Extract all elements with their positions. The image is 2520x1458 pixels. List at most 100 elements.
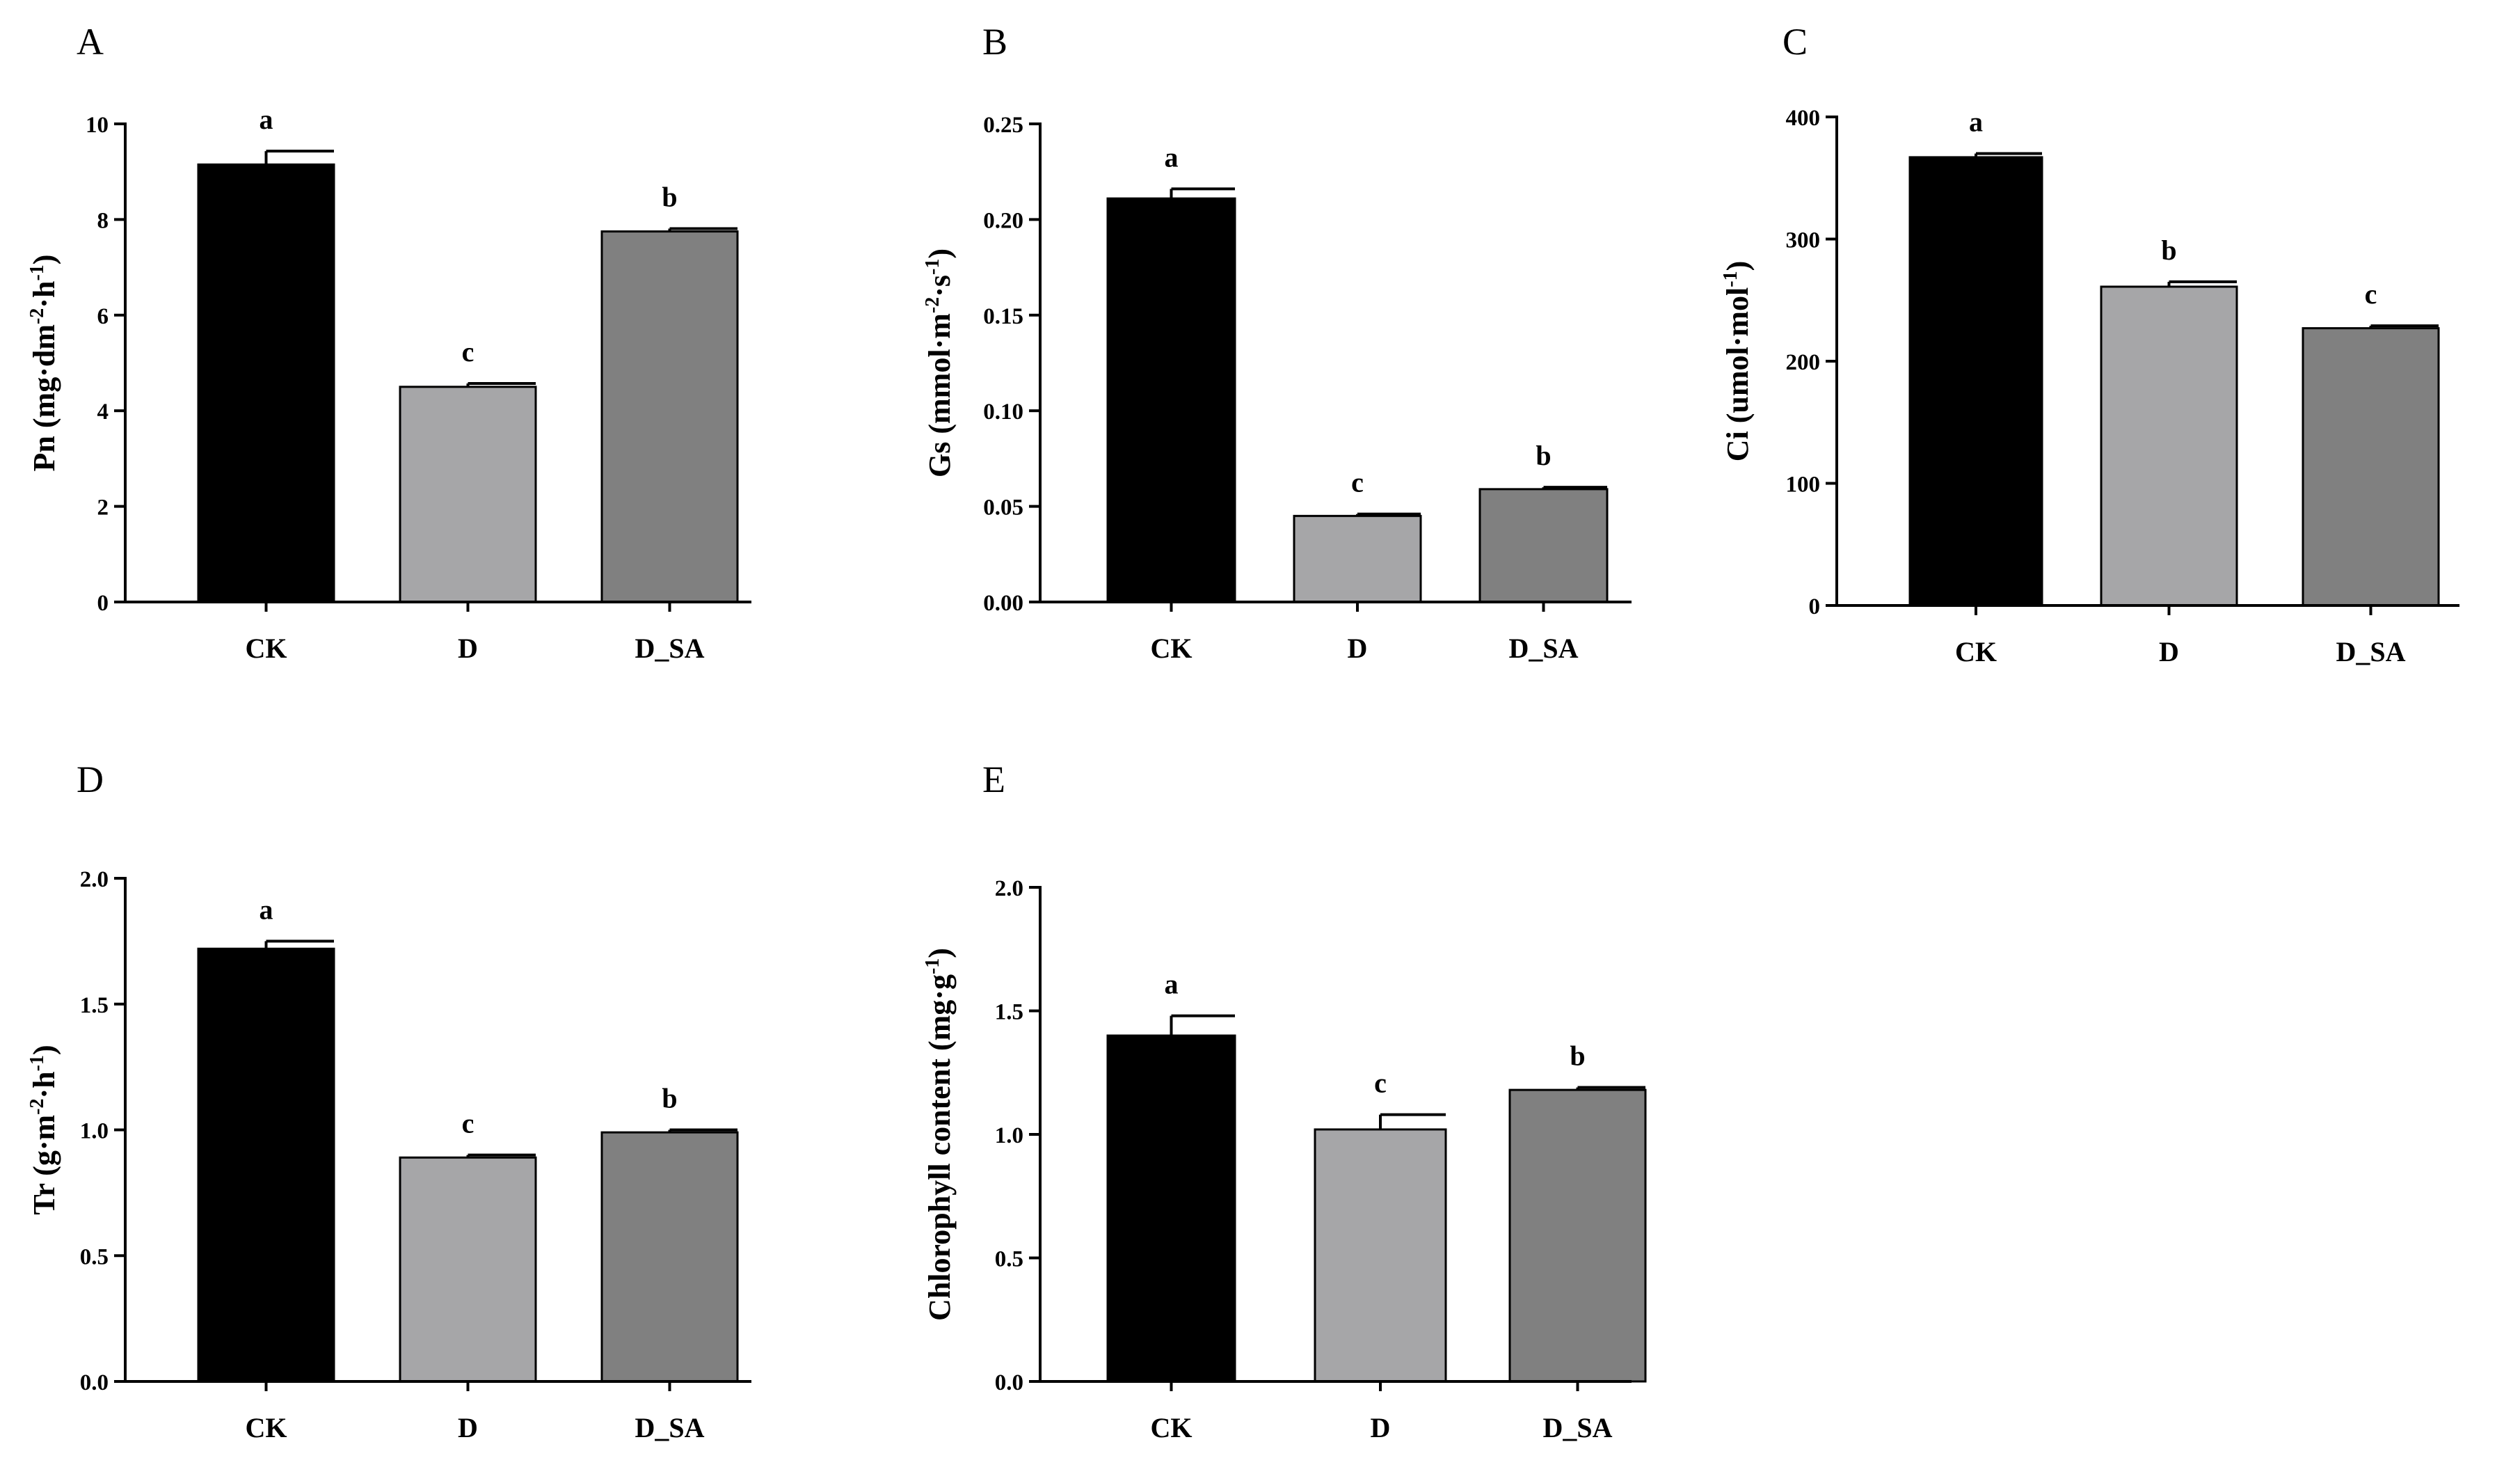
error-bar-b-ck — [1170, 187, 1235, 199]
significance-label-b-d: c — [1351, 467, 1364, 498]
bar-c-ck — [1908, 156, 2043, 607]
bar-a-d-sa — [600, 230, 739, 603]
category-label-d-d-sa: D_SA — [635, 1412, 704, 1443]
y-axis-title-c: Ci (umol·mol-1) — [1720, 261, 1755, 462]
panel-a: Aa CK c Db D_SA 0 2 4 6 8 10 Pn (mg·dm-2·h-1) — [26, 21, 751, 664]
y-tick-label-b: 0.15 — [983, 304, 1023, 329]
bar-b-d — [1293, 514, 1422, 603]
error-bar-a-d-sa — [668, 227, 737, 232]
category-label-c-d: D — [2159, 636, 2179, 667]
y-axis-title-d: Tr (g·m-2·h-1) — [26, 1045, 61, 1214]
y-tick-label-a: 10 — [86, 113, 109, 138]
significance-label-b-ck: a — [1165, 141, 1179, 173]
error-bar-e-d-sa — [1576, 1086, 1645, 1091]
bar-d-d-sa — [600, 1131, 739, 1383]
bar-a-ck — [197, 163, 335, 603]
significance-label-a-d-sa: b — [662, 181, 677, 212]
y-axis-title-e: Chlorophyll content (mg·g-1) — [922, 948, 957, 1321]
error-bar-e-ck — [1170, 1014, 1235, 1036]
category-label-c-ck: CK — [1955, 636, 1997, 667]
y-tick-label-d: 1.5 — [80, 993, 109, 1018]
error-bar-a-ck — [264, 150, 334, 165]
error-bar-b-d-sa — [1542, 486, 1607, 489]
y-tick-label-d: 0.5 — [80, 1244, 109, 1269]
y-tick-label-b: 0.25 — [983, 113, 1023, 138]
bar-c-d-sa — [2302, 327, 2440, 607]
category-label-a-ck: CK — [246, 633, 287, 664]
category-label-d-d: D — [458, 1412, 478, 1443]
significance-label-c-ck: a — [1969, 106, 1983, 138]
category-label-b-ck: CK — [1151, 633, 1193, 664]
category-label-a-d-sa: D_SA — [635, 633, 704, 664]
panel-letter-c: C — [1783, 21, 1808, 63]
y-tick-label-c: 0 — [1809, 594, 1821, 619]
y-tick-label-e: 2.0 — [995, 876, 1023, 901]
category-label-b-d-sa: D_SA — [1508, 633, 1578, 664]
bar-e-d-sa — [1508, 1088, 1647, 1383]
bar-d-ck — [197, 947, 335, 1383]
error-bar-a-d — [466, 382, 536, 387]
y-tick-label-a: 8 — [97, 208, 109, 233]
error-bar-c-d — [2167, 280, 2237, 287]
bar-e-ck — [1106, 1034, 1236, 1383]
panel-letter-b: B — [982, 21, 1007, 63]
y-tick-label-a: 4 — [97, 399, 109, 425]
error-bar-d-ck — [264, 940, 334, 949]
error-bar-c-d-sa — [2369, 324, 2439, 328]
significance-label-d-d: c — [462, 1108, 475, 1139]
category-label-e-ck: CK — [1151, 1412, 1193, 1443]
panel-letter-d: D — [77, 759, 104, 800]
y-tick-label-b: 0.05 — [983, 496, 1023, 521]
panel-letter-e: E — [982, 759, 1005, 800]
bar-c-d — [2100, 285, 2238, 607]
y-tick-label-e: 0.5 — [995, 1247, 1023, 1272]
panel-b: Ba CK c Db D_SA 0.00 0.05 0.10 0.15 0.20 0.25 Gs (m… — [922, 21, 1632, 664]
y-tick-label-e: 1.5 — [995, 1000, 1023, 1025]
significance-label-d-ck: a — [260, 894, 273, 925]
y-tick-label-a: 6 — [97, 304, 109, 329]
y-tick-label-d: 0.0 — [80, 1370, 109, 1395]
y-tick-label-d: 2.0 — [80, 867, 109, 892]
y-tick-label-a: 0 — [97, 591, 109, 616]
panel-letter-a: A — [77, 21, 104, 63]
significance-label-b-d-sa: b — [1536, 440, 1551, 471]
bar-d-d — [399, 1156, 537, 1383]
error-bar-d-d — [466, 1153, 536, 1158]
bar-b-d-sa — [1478, 488, 1609, 603]
significance-label-e-d-sa: b — [1570, 1040, 1585, 1072]
panel-e: Ea CK c Db D_SA 0.0 0.5 1.0 1.5 2.0 Chlorophyll co… — [922, 759, 1647, 1443]
significance-label-c-d-sa: c — [2365, 278, 2377, 310]
significance-label-a-ck: a — [260, 104, 273, 135]
y-tick-label-c: 100 — [1786, 473, 1821, 498]
category-label-b-d: D — [1348, 633, 1368, 664]
significance-label-e-d: c — [1374, 1068, 1387, 1099]
y-tick-label-e: 0.0 — [995, 1370, 1023, 1395]
significance-label-d-d-sa: b — [662, 1083, 677, 1114]
category-label-e-d-sa: D_SA — [1542, 1412, 1612, 1443]
panel-d: Da CK c Db D_SA 0.0 0.5 1.0 1.5 2.0 Tr (g·m-2·h-1) — [26, 759, 751, 1443]
y-axis-title-b: Gs (mmol·m-2·s-1) — [922, 248, 957, 477]
category-label-e-d: D — [1371, 1412, 1391, 1443]
significance-label-a-d: c — [462, 336, 475, 367]
y-axis-title-a: Pn (mg·dm-2·h-1) — [26, 255, 61, 472]
significance-label-c-d: b — [2161, 235, 2176, 266]
panel-c: Ca CK b Dc D_SA 0 100 200 300 400 Ci (umol·mol-1) — [1720, 21, 2459, 667]
y-tick-label-e: 1.0 — [995, 1123, 1023, 1148]
bar-e-d — [1314, 1128, 1447, 1383]
y-tick-label-c: 400 — [1786, 106, 1821, 131]
y-tick-label-b: 0.20 — [983, 208, 1023, 233]
category-label-a-d: D — [458, 633, 478, 664]
y-tick-label-d: 1.0 — [80, 1119, 109, 1144]
bar-a-d — [399, 386, 537, 603]
y-tick-label-c: 200 — [1786, 350, 1821, 375]
error-bar-d-d-sa — [668, 1128, 737, 1133]
y-tick-label-c: 300 — [1786, 228, 1821, 253]
y-tick-label-b: 0.00 — [983, 591, 1023, 616]
error-bar-e-d — [1379, 1113, 1446, 1130]
error-bar-b-d — [1356, 512, 1421, 516]
error-bar-c-ck — [1975, 152, 2042, 157]
y-tick-label-b: 0.10 — [983, 399, 1023, 425]
category-label-c-d-sa: D_SA — [2336, 636, 2405, 667]
bar-b-ck — [1106, 197, 1236, 603]
